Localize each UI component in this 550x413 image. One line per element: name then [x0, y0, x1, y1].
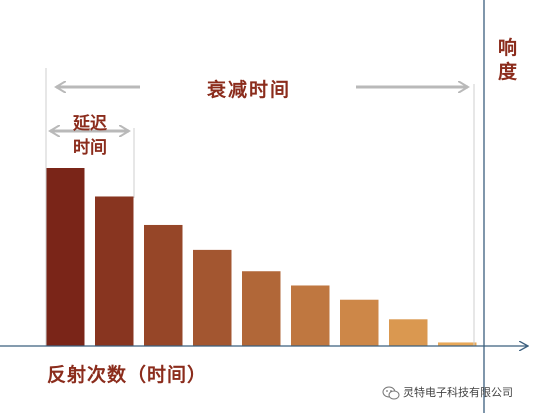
delay-time-label: 延迟 时间: [68, 112, 112, 160]
bar-9: [438, 342, 477, 346]
y-axis-label: 响度: [498, 37, 518, 83]
bar-7: [340, 299, 379, 346]
bar-1: [46, 168, 85, 346]
delay-time-line-1: 延迟: [73, 114, 107, 134]
bar-2: [95, 196, 134, 346]
watermark: 灵特电子科技有限公司: [382, 384, 513, 400]
axes: [0, 0, 528, 413]
watermark-text: 灵特电子科技有限公司: [403, 386, 513, 399]
bar-6: [291, 285, 330, 346]
guide-lines: [45, 68, 475, 346]
bar-8: [389, 319, 428, 346]
bar-series: [46, 168, 477, 346]
bar-4: [193, 249, 232, 346]
x-axis-label: 反射次数（时间）: [47, 364, 208, 386]
decay-time-label: 衰减时间: [207, 79, 292, 101]
wechat-icon: [382, 386, 400, 400]
bar-3: [144, 224, 183, 346]
delay-time-line-2: 时间: [73, 138, 107, 158]
bar-5: [242, 271, 281, 346]
